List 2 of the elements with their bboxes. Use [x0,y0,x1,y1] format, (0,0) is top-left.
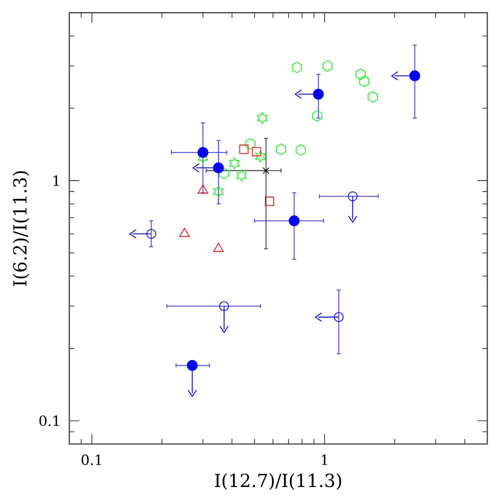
x-axis-title: I(12.7)/I(11.3) [215,473,342,490]
y-axis-title: I(6.2)/I(11.3) [12,171,30,286]
